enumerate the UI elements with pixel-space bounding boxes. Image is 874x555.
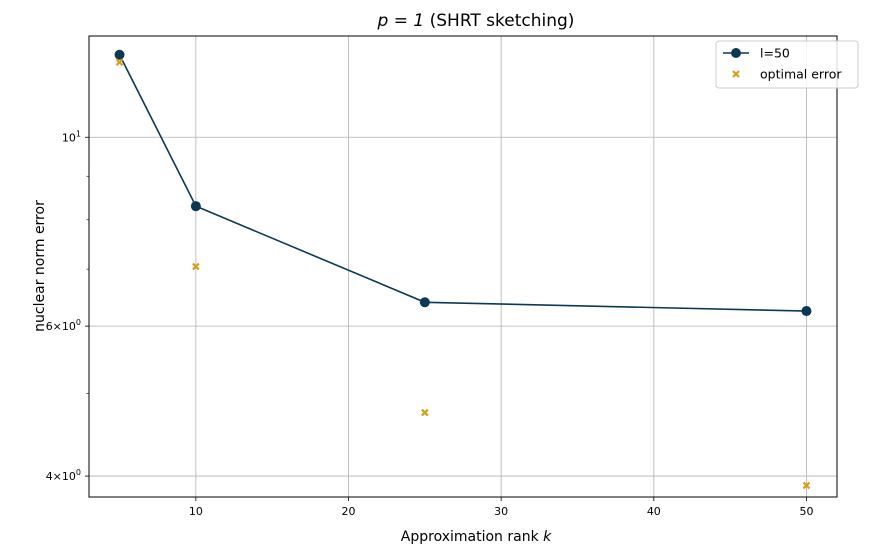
x-marker-stroke (421, 408, 429, 417)
x-marker-stroke (802, 481, 811, 490)
grid-lines (89, 36, 837, 497)
y-tick-label: 101 (62, 129, 81, 144)
chart-title-math: p = 1 (377, 11, 425, 31)
data-point-l50 (190, 201, 201, 212)
data-point-optimal-error (192, 262, 200, 271)
data-point-l50 (801, 306, 812, 317)
plot-frame (88, 35, 838, 498)
x-axis-label-text: Approximation rank (401, 529, 543, 545)
x-marker-stroke (192, 262, 200, 271)
legend-label-l50: l=50 (760, 46, 790, 61)
y-tick-label: 6×100 (46, 318, 81, 333)
y-axis-label: nuclear norm error (32, 200, 48, 332)
x-tick-label: 20 (342, 505, 356, 518)
data-point-l50 (114, 49, 125, 60)
legend: l=50 optimal error (715, 40, 859, 89)
x-tick-label: 40 (647, 505, 661, 518)
x-axis-label: Approximation rank k (401, 529, 552, 545)
data-point-optimal-error (115, 58, 124, 66)
chart-title: p = 1 (SHRT sketching) (377, 11, 575, 31)
x-axis-ticks: 10 20 30 40 50 (189, 497, 813, 518)
x-marker-stroke (115, 58, 124, 66)
series-layer (114, 49, 812, 490)
legend-box (715, 40, 859, 89)
series-line-l50 (118, 54, 807, 312)
x-tick-label: 50 (799, 505, 813, 518)
x-tick-label: 30 (494, 505, 508, 518)
data-point-optimal-error (802, 481, 811, 490)
x-tick-label: 10 (189, 505, 203, 518)
data-point-optimal-error (421, 408, 429, 417)
legend-x-marker-icon (732, 70, 740, 78)
y-tick-label: 4×100 (46, 468, 81, 483)
y-axis-ticks: 4×100 6×100 101 (46, 129, 89, 483)
legend-circle-marker-icon (731, 48, 741, 58)
legend-label-optimal: optimal error (760, 67, 842, 82)
chart-title-text: (SHRT sketching) (424, 11, 574, 31)
data-point-l50 (419, 297, 430, 308)
x-axis-label-math: k (543, 529, 552, 545)
